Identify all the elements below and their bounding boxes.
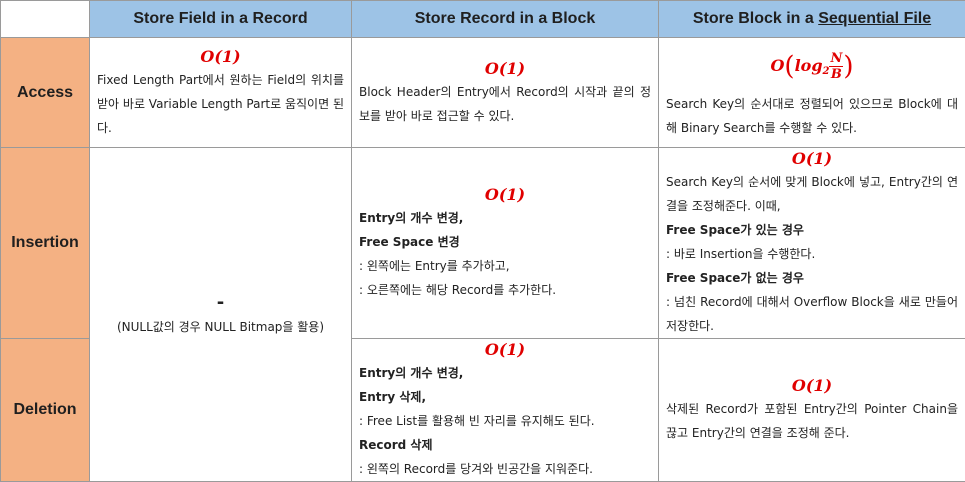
insertion-block-b1: Free Space가 있는 경우 <box>666 218 958 242</box>
header-field-label: Store Field in a Record <box>133 10 307 27</box>
insertion-record-b2: Free Space 변경 <box>359 230 651 254</box>
access-block-text: Search Key의 순서대로 정렬되어 있으므로 Block에 대해 Bin… <box>666 92 958 140</box>
insertion-record-l2: : 오른쪽에는 해당 Record를 추가한다. <box>359 278 651 302</box>
insertion-block-intro: Search Key의 순서에 맞게 Block에 넣고, Entry간의 연결… <box>666 170 958 218</box>
row-label-deletion: Deletion <box>1 339 90 482</box>
complexity-const: O(1) <box>666 375 958 397</box>
insertion-record-b1: Entry의 개수 변경, <box>359 206 651 230</box>
insdel-field-cell: - (NULL값의 경우 NULL Bitmap을 활용) <box>90 148 352 482</box>
row-access: Access O(1) Fixed Length Part에서 원하는 Fiel… <box>1 38 965 148</box>
insertion-record-l1: : 왼쪽에는 Entry를 추가하고, <box>359 254 651 278</box>
deletion-block-cell: O(1) 삭제된 Record가 포함된 Entry간의 Pointer Cha… <box>659 339 965 482</box>
complexity-const: O(1) <box>359 339 651 361</box>
deletion-record-b1: Entry의 개수 변경, <box>359 361 651 385</box>
deletion-block-text: 삭제된 Record가 포함된 Entry간의 Pointer Chain을 끊… <box>666 397 958 445</box>
deletion-record-l1: : Free List를 활용해 빈 자리를 유지해도 된다. <box>359 409 651 433</box>
header-block: Store Block in a Sequential File <box>659 1 965 38</box>
log-denominator: B <box>829 67 843 82</box>
header-block-label: Store Block in a <box>693 10 818 27</box>
complexity-const: O(1) <box>97 46 344 68</box>
log-numerator: N <box>829 51 843 67</box>
access-record-cell: O(1) Block Header의 Entry에서 Record의 시작과 끝… <box>352 38 659 148</box>
deletion-record-b2: Entry 삭제, <box>359 385 651 409</box>
header-row: Store Field in a Record Store Record in … <box>1 1 965 38</box>
insertion-block-b2: Free Space가 없는 경우 <box>666 266 958 290</box>
row-insertion: Insertion - (NULL값의 경우 NULL Bitmap을 활용) … <box>1 148 965 339</box>
insertion-block-l2: : 넘친 Record에 대해서 Overflow Block을 새로 만들어 … <box>666 290 958 338</box>
complexity-const: O(1) <box>359 184 651 206</box>
log-text: log <box>795 56 823 75</box>
insertion-block-l1: : 바로 Insertion을 수행한다. <box>666 242 958 266</box>
access-field-cell: O(1) Fixed Length Part에서 원하는 Field의 위치를 … <box>90 38 352 148</box>
log-sub: 2 <box>823 66 830 77</box>
log-O: O <box>770 56 784 75</box>
insertion-block-cell: O(1) Search Key의 순서에 맞게 Block에 넣고, Entry… <box>659 148 965 339</box>
row-access-label: Access <box>17 84 73 101</box>
header-field: Store Field in a Record <box>90 1 352 38</box>
field-null-note: (NULL값의 경우 NULL Bitmap을 활용) <box>97 315 344 339</box>
access-field-text: Fixed Length Part에서 원하는 Field의 위치를 받아 바로… <box>97 68 344 140</box>
complexity-const: O(1) <box>666 148 958 170</box>
header-block-underlined: Sequential File <box>818 10 931 27</box>
corner-cell <box>1 1 90 38</box>
row-insertion-label: Insertion <box>11 234 79 251</box>
deletion-record-l2: : 왼쪽의 Record를 당겨와 빈공간을 지워준다. <box>359 457 651 481</box>
header-record-label: Store Record in a Block <box>415 10 596 27</box>
insertion-record-cell: O(1) Entry의 개수 변경, Free Space 변경 : 왼쪽에는 … <box>352 148 659 339</box>
access-record-text: Block Header의 Entry에서 Record의 시작과 끝의 정보를… <box>359 80 651 128</box>
row-label-insertion: Insertion <box>1 148 90 339</box>
field-dash: - <box>97 291 344 315</box>
row-deletion-label: Deletion <box>13 401 76 418</box>
complexity-const: O(1) <box>359 58 651 80</box>
header-record: Store Record in a Block <box>352 1 659 38</box>
deletion-record-b3: Record 삭제 <box>359 433 651 457</box>
row-label-access: Access <box>1 38 90 148</box>
deletion-record-cell: O(1) Entry의 개수 변경, Entry 삭제, : Free List… <box>352 339 659 482</box>
